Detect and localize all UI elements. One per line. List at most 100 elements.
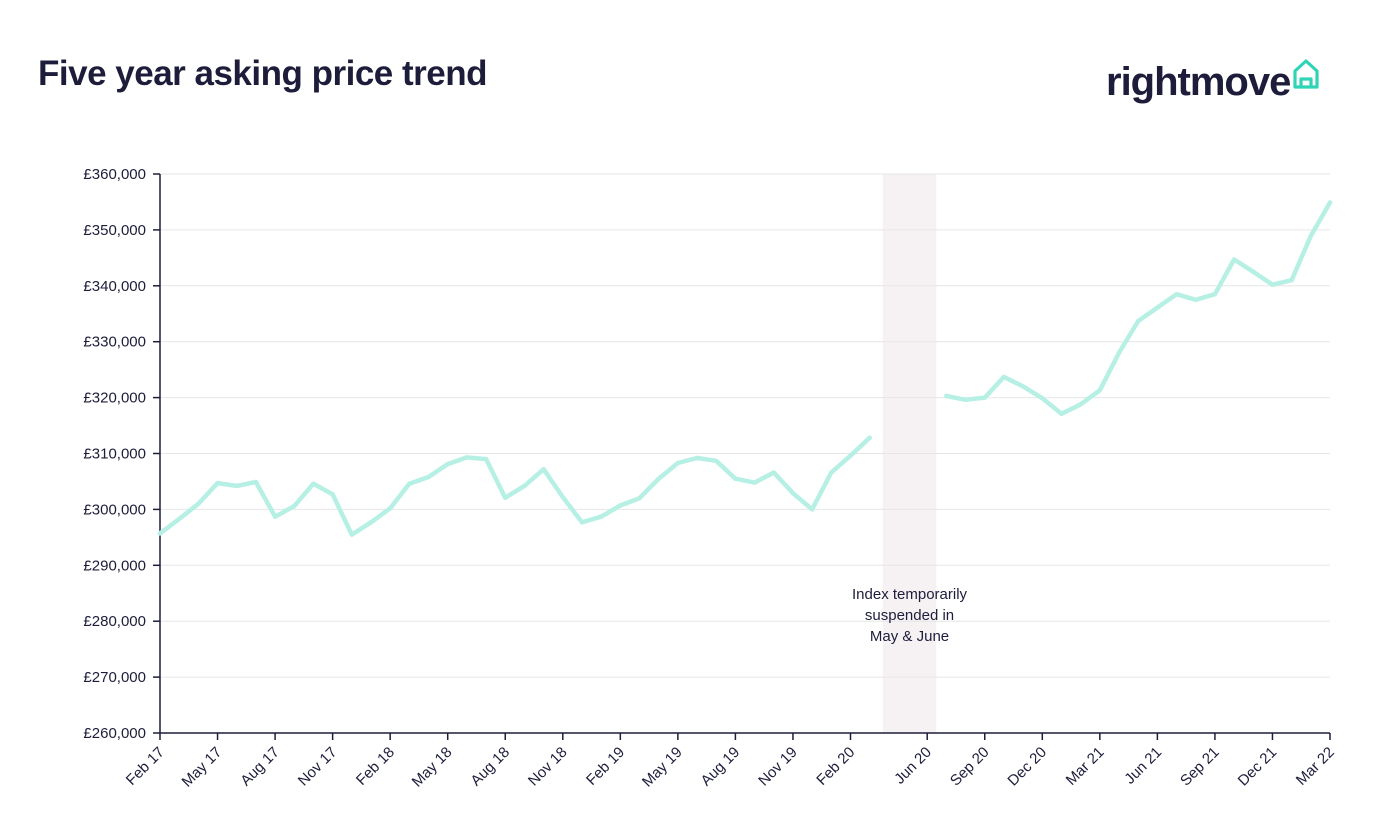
data-point — [541, 466, 546, 472]
data-point — [503, 495, 508, 500]
data-point — [1001, 374, 1007, 380]
data-point — [253, 479, 259, 485]
data-point — [349, 532, 355, 537]
data-point — [733, 476, 738, 481]
data-point — [714, 458, 719, 463]
x-tick-label: May 19 — [639, 744, 686, 791]
data-point — [963, 397, 968, 403]
data-point — [675, 460, 681, 466]
data-point — [483, 456, 489, 462]
data-point — [618, 503, 623, 508]
data-point — [848, 453, 853, 458]
data-point — [176, 516, 182, 522]
data-point — [829, 470, 834, 475]
data-point — [464, 455, 470, 460]
data-point — [1078, 402, 1083, 407]
data-point — [579, 520, 585, 525]
chart-title: Five year asking price trend — [38, 54, 487, 93]
data-point — [387, 506, 393, 511]
x-tick-label: Feb 17 — [123, 744, 168, 789]
y-tick-label: £310,000 — [83, 446, 146, 463]
data-point — [1193, 297, 1198, 302]
x-tick-label: May 17 — [179, 744, 226, 791]
data-point — [215, 480, 220, 486]
data-point — [157, 531, 163, 536]
y-tick-label: £360,000 — [83, 166, 146, 183]
data-point — [445, 461, 450, 467]
data-point — [1251, 269, 1256, 275]
y-tick-label: £280,000 — [83, 613, 146, 630]
y-tick-label: £330,000 — [83, 334, 146, 351]
x-tick-label: Dec 21 — [1235, 744, 1281, 790]
x-tick-label: Feb 20 — [813, 744, 858, 789]
y-tick-label: £350,000 — [83, 222, 146, 239]
data-point — [311, 481, 316, 486]
annotation-line: May & June — [870, 628, 949, 645]
annotation-line: suspended in — [865, 607, 954, 624]
y-tick-label: £270,000 — [83, 669, 146, 686]
data-point — [1231, 257, 1237, 262]
data-point — [368, 520, 374, 525]
data-point — [752, 480, 757, 485]
x-tick-label: Mar 22 — [1293, 744, 1338, 789]
y-tick-label: £300,000 — [83, 501, 146, 518]
x-tick-label: Sep 20 — [947, 744, 993, 790]
y-tick-label: £340,000 — [83, 278, 146, 295]
data-point — [637, 496, 642, 501]
data-point — [1327, 200, 1333, 205]
data-point — [1289, 278, 1294, 283]
data-point — [1020, 384, 1026, 389]
data-point — [1059, 411, 1064, 417]
x-tick-label: Sep 21 — [1177, 744, 1223, 790]
data-point — [944, 393, 949, 399]
x-tick-label: Jun 21 — [1121, 744, 1165, 788]
x-tick-label: Feb 19 — [583, 744, 628, 789]
series-line-2 — [944, 200, 1333, 417]
data-point — [598, 514, 604, 519]
house-icon — [1293, 59, 1319, 89]
data-point — [1097, 388, 1103, 393]
data-point — [656, 476, 661, 481]
data-point — [196, 501, 201, 507]
data-point — [426, 474, 431, 480]
x-tick-label: Aug 17 — [237, 744, 283, 790]
x-tick-label: Nov 18 — [525, 744, 571, 790]
data-point — [330, 492, 335, 497]
data-point — [1174, 291, 1179, 297]
annotation-line: Index temporarily — [852, 586, 968, 603]
data-point — [234, 483, 239, 489]
data-point — [790, 490, 796, 496]
data-point — [1270, 282, 1275, 287]
x-tick-label: Aug 18 — [467, 744, 513, 790]
data-point — [272, 514, 278, 519]
x-tick-label: Dec 20 — [1004, 744, 1050, 790]
data-point — [1040, 395, 1045, 401]
data-point — [867, 435, 872, 441]
x-tick-label: Aug 19 — [698, 744, 744, 790]
y-tick-label: £260,000 — [83, 725, 146, 742]
x-tick-label: Feb 18 — [353, 744, 398, 789]
series-line-1 — [157, 435, 872, 537]
data-point — [1212, 291, 1218, 297]
data-point — [292, 503, 297, 509]
brand-name: rightmove — [1106, 60, 1291, 104]
data-point — [1135, 318, 1141, 324]
data-point — [1116, 350, 1122, 356]
data-point — [560, 494, 565, 500]
data-point — [694, 455, 700, 461]
x-tick-label: May 18 — [409, 744, 456, 791]
y-tick-label: £290,000 — [83, 557, 146, 574]
brand-logo: rightmove — [1106, 56, 1320, 108]
data-point — [771, 470, 776, 475]
data-point — [982, 395, 987, 400]
data-point — [809, 507, 815, 512]
y-tick-label: £320,000 — [83, 390, 146, 407]
x-tick-label: Nov 17 — [295, 744, 341, 790]
data-point — [522, 483, 527, 489]
data-point — [1308, 233, 1314, 239]
x-tick-label: Nov 19 — [755, 744, 801, 790]
data-point — [407, 481, 412, 486]
x-tick-label: Mar 21 — [1063, 744, 1108, 789]
x-tick-label: Jun 20 — [891, 744, 935, 788]
